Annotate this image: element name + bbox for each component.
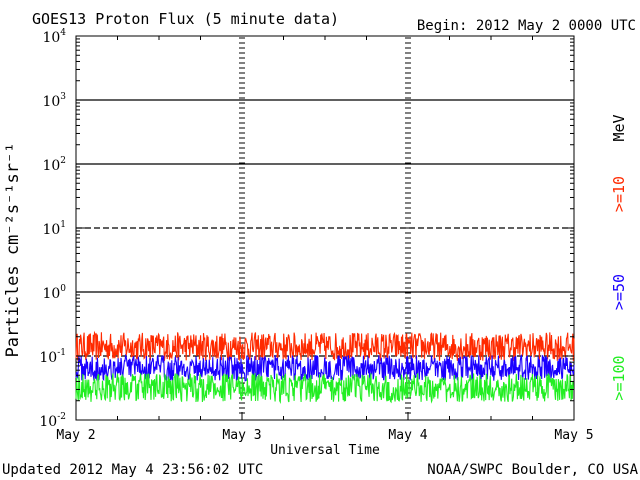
y-tick-label: 104 — [42, 28, 66, 46]
x-axis-label: Universal Time — [270, 443, 380, 458]
threshold-lines — [76, 99, 574, 357]
source-credit: NOAA/SWPC Boulder, CO USA — [427, 462, 638, 478]
x-tick-label: May 4 — [388, 428, 427, 443]
updated-timestamp: Updated 2012 May 4 23:56:02 UTC — [2, 462, 263, 478]
legend-series-ge10: >=10 — [610, 176, 628, 212]
legend-series-ge100: >=100 — [610, 355, 628, 400]
series-layer — [75, 330, 575, 404]
y-tick-label: 102 — [42, 156, 66, 174]
begin-time-label: Begin: 2012 May 2 0000 UTC — [417, 18, 636, 34]
legend-units: MeV — [610, 114, 628, 141]
y-tick-label: 10-2 — [39, 412, 66, 430]
legend-series-ge50: >=50 — [610, 274, 628, 310]
y-axis-label: Particles cm⁻²s⁻¹sr⁻¹ — [3, 143, 23, 358]
y-tick-label: 100 — [42, 284, 66, 302]
series-line-ge10 — [75, 330, 575, 363]
series-line-ge50 — [75, 353, 575, 383]
legend: MeV >=10 >=50 >=100 — [610, 114, 628, 400]
x-tick-label: May 2 — [56, 428, 95, 443]
x-tick-label: May 5 — [554, 428, 593, 443]
y-axis: 10-2 10-1 100 101 102 103 104 — [39, 28, 574, 430]
y-tick-label: 10-1 — [39, 348, 66, 366]
y-tick-label: 103 — [42, 92, 66, 110]
y-tick-label: 101 — [42, 220, 66, 238]
series-line-ge100 — [75, 372, 575, 404]
x-tick-label: May 3 — [222, 428, 261, 443]
chart-title: GOES13 Proton Flux (5 minute data) — [32, 10, 339, 28]
x-axis: May 2 May 3 May 4 May 5 — [56, 36, 594, 443]
